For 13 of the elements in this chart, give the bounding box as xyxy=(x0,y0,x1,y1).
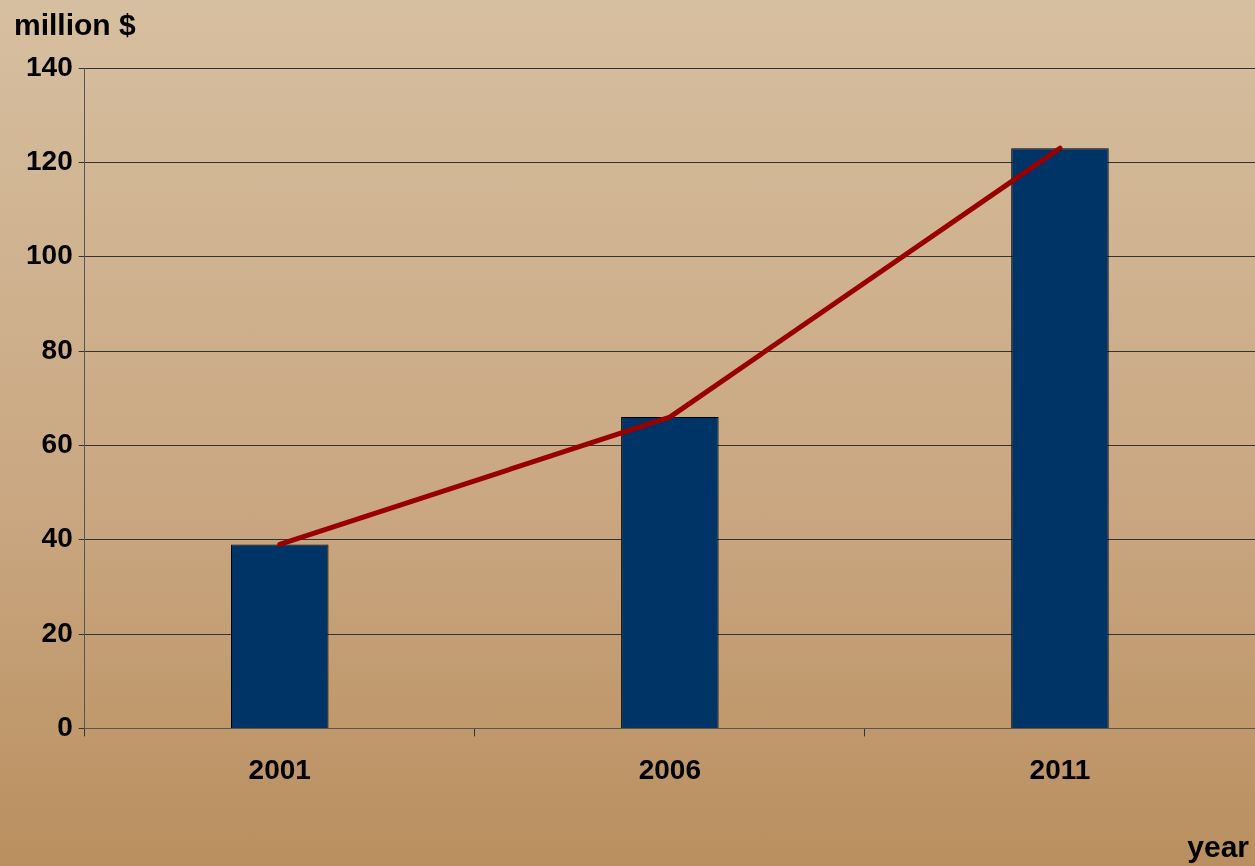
y-tick-label: 60 xyxy=(41,428,73,460)
y-tick-label: 80 xyxy=(41,333,73,365)
x-tick-label: 2011 xyxy=(1029,753,1091,785)
y-tick-label: 0 xyxy=(57,711,73,743)
x-tick-label: 2001 xyxy=(248,753,311,785)
y-tick-label: 100 xyxy=(26,239,73,271)
y-tick-label: 120 xyxy=(26,145,73,177)
y-tick-label: 140 xyxy=(26,50,73,82)
y-tick-label: 40 xyxy=(41,522,73,554)
y-tick-label: 20 xyxy=(41,616,73,648)
y-axis-title: million $ xyxy=(14,8,136,42)
x-tick-label: 2006 xyxy=(638,753,702,785)
x-axis-title: year xyxy=(1187,830,1249,864)
